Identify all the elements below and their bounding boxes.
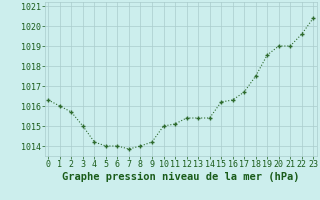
X-axis label: Graphe pression niveau de la mer (hPa): Graphe pression niveau de la mer (hPa) [62, 172, 300, 182]
